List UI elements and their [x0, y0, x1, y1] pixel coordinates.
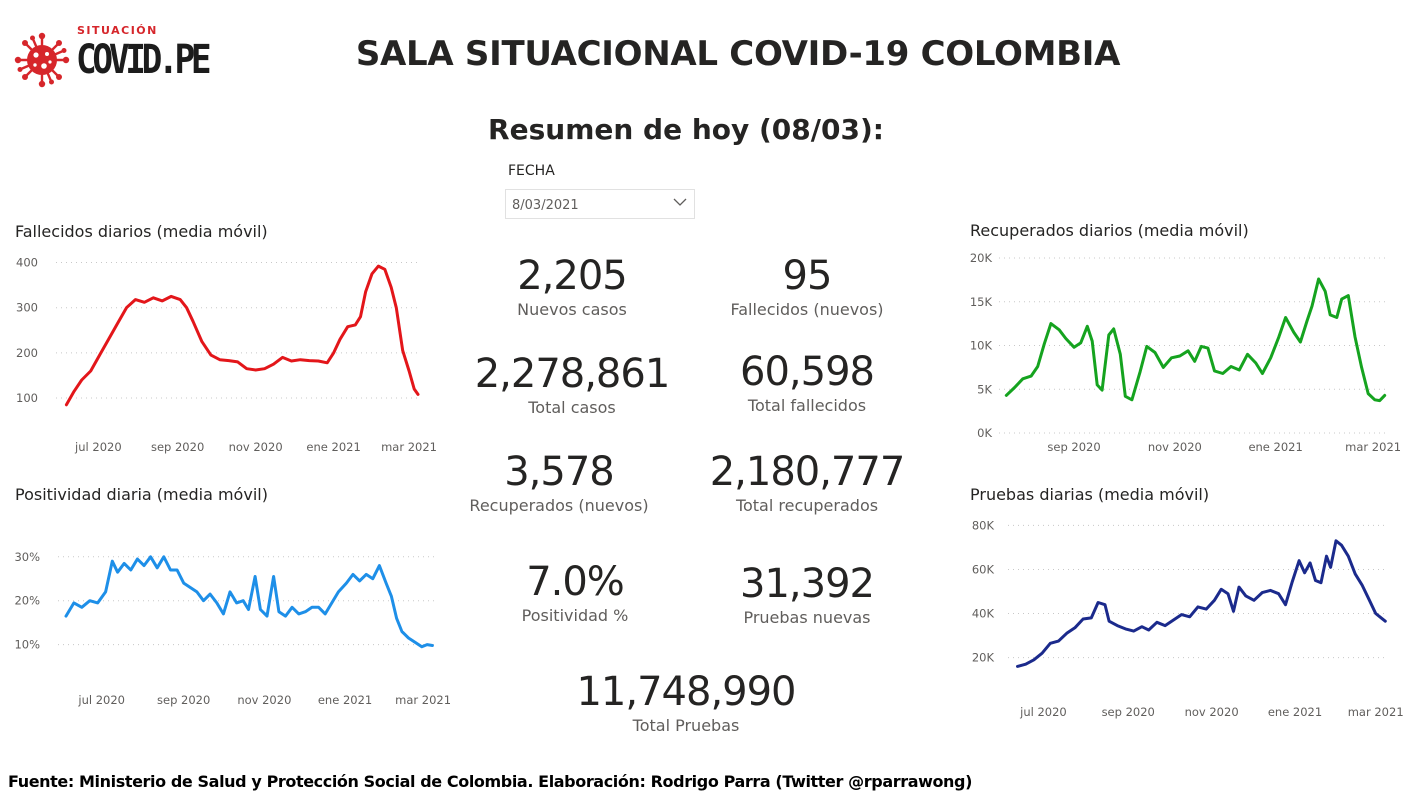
x-tick-label: ene 2021	[306, 440, 360, 454]
x-tick-label: nov 2020	[1185, 705, 1239, 719]
kpi-label: Total recuperados	[735, 496, 879, 515]
y-tick-label: 400	[16, 256, 38, 270]
chart-title-fallecidos: Fallecidos diarios (media móvil)	[15, 222, 268, 241]
kpi-label: Recuperados (nuevos)	[469, 496, 649, 515]
series-line-pruebas	[1016, 539, 1387, 668]
x-tick-label: nov 2020	[237, 693, 291, 707]
kpi-recuperados-nuevos: 3,578 Recuperados (nuevos)	[449, 448, 669, 516]
kpi-label: Total casos	[528, 398, 616, 417]
series-line-recuperados	[1004, 277, 1387, 403]
kpi-value: 7.0%	[526, 559, 625, 605]
x-tick-label: ene 2021	[1248, 440, 1302, 454]
covid-pe-logo: SITUACIÓN COVID.PE	[14, 20, 214, 92]
y-tick-label: 40K	[972, 607, 995, 621]
chart-title-pruebas: Pruebas diarias (media móvil)	[970, 485, 1210, 504]
kpi-value: 11,748,990	[576, 669, 796, 715]
kpi-total-casos: 2,278,861 Total casos	[462, 350, 682, 418]
kpi-label: Pruebas nuevas	[743, 608, 871, 627]
kpi-total-fallecidos: 60,598 Total fallecidos	[697, 348, 917, 416]
y-tick-label: 5K	[977, 382, 992, 396]
x-tick-label: sep 2020	[157, 693, 210, 707]
x-tick-label: sep 2020	[151, 440, 204, 454]
y-tick-label: 20%	[14, 594, 40, 608]
y-tick-label: 0K	[977, 426, 992, 440]
x-tick-label: sep 2020	[1047, 440, 1100, 454]
series-line-positividad	[64, 555, 434, 649]
y-tick-label: 20K	[972, 651, 995, 665]
kpi-pruebas-nuevas: 31,392 Pruebas nuevas	[697, 560, 917, 628]
footer-source: Fuente: Ministerio de Salud y Protección…	[8, 772, 973, 791]
x-tick-label: nov 2020	[229, 440, 283, 454]
y-tick-label: 10%	[14, 638, 40, 652]
x-tick-label: mar 2021	[1345, 440, 1401, 454]
page-title: SALA SITUACIONAL COVID-19 COLOMBIA	[355, 34, 1121, 74]
y-tick-label: 80K	[972, 518, 995, 532]
kpi-label: Total Pruebas	[632, 716, 740, 735]
x-tick-label: mar 2021	[381, 440, 437, 454]
y-tick-label: 60K	[972, 562, 995, 576]
y-tick-label: 100	[16, 391, 38, 405]
x-tick-label: sep 2020	[1102, 705, 1155, 719]
kpi-total-pruebas: 11,748,990 Total Pruebas	[576, 668, 796, 736]
date-slicer-label: FECHA	[508, 163, 555, 179]
kpi-label: Nuevos casos	[517, 300, 627, 319]
summary-title: Resumen de hoy (08/03):	[488, 113, 884, 146]
chart-title-positividad: Positividad diaria (media móvil)	[15, 485, 268, 504]
y-tick-label: 15K	[970, 295, 993, 309]
series-line-fallecidos	[64, 264, 420, 407]
y-tick-label: 10K	[970, 339, 993, 353]
kpi-value: 3,578	[504, 449, 615, 495]
kpi-fallecidos-nuevos: 95 Fallecidos (nuevos)	[697, 252, 917, 320]
y-tick-label: 20K	[970, 251, 993, 265]
kpi-label: Fallecidos (nuevos)	[730, 300, 884, 319]
y-tick-label: 30%	[14, 550, 40, 564]
kpi-value: 60,598	[740, 349, 875, 395]
logo-brand-text: COVID.PE	[76, 37, 212, 83]
chart-title-recuperados: Recuperados diarios (media móvil)	[970, 221, 1249, 240]
kpi-value: 2,205	[517, 253, 628, 299]
kpi-value: 31,392	[740, 561, 875, 607]
date-slicer-value: 8/03/2021	[512, 198, 579, 213]
y-tick-label: 300	[16, 301, 38, 315]
x-tick-label: jul 2020	[74, 440, 122, 454]
kpi-value: 2,278,861	[474, 351, 671, 397]
x-tick-label: jul 2020	[1019, 705, 1067, 719]
kpi-value: 95	[782, 253, 833, 299]
x-tick-label: jul 2020	[77, 693, 125, 707]
x-tick-label: ene 2021	[1268, 705, 1322, 719]
y-tick-label: 200	[16, 346, 38, 360]
kpi-positividad: 7.0% Positividad %	[465, 558, 685, 626]
kpi-value: 2,180,777	[709, 449, 906, 495]
x-tick-label: ene 2021	[318, 693, 372, 707]
kpi-label: Positividad %	[521, 606, 629, 625]
x-tick-label: nov 2020	[1148, 440, 1202, 454]
logo-top-text: SITUACIÓN	[77, 24, 158, 37]
date-slicer-dropdown[interactable]: 8/03/2021	[505, 189, 695, 219]
virus-icon	[14, 32, 70, 88]
x-tick-label: mar 2021	[395, 693, 451, 707]
kpi-total-recuperados: 2,180,777 Total recuperados	[697, 448, 917, 516]
chevron-down-icon[interactable]	[672, 194, 688, 210]
x-tick-label: mar 2021	[1348, 705, 1404, 719]
kpi-nuevos-casos: 2,205 Nuevos casos	[462, 252, 682, 320]
kpi-label: Total fallecidos	[747, 396, 867, 415]
